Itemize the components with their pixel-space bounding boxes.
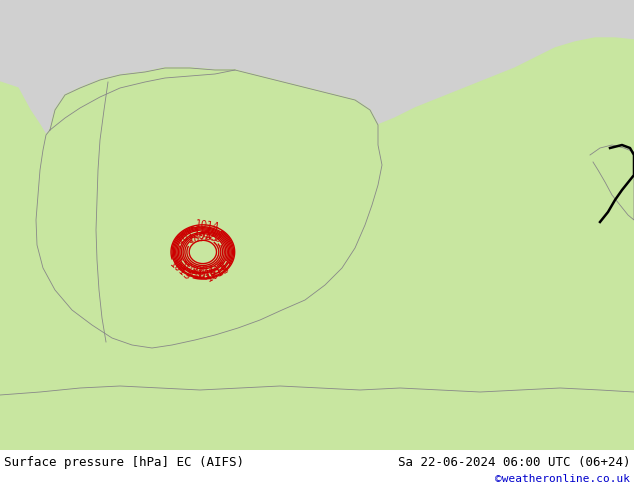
Text: 1014: 1014: [195, 220, 221, 233]
Text: 1019: 1019: [176, 224, 202, 245]
Text: Sa 22-06-2024 06:00 UTC (06+24): Sa 22-06-2024 06:00 UTC (06+24): [398, 456, 630, 469]
Polygon shape: [590, 145, 634, 220]
Text: 1021: 1021: [191, 265, 216, 275]
Text: 1018: 1018: [203, 261, 230, 281]
Circle shape: [410, 280, 420, 290]
Text: 1024: 1024: [187, 232, 213, 245]
Text: 1013: 1013: [168, 259, 193, 283]
Text: 1023: 1023: [193, 230, 219, 244]
Text: 1015: 1015: [205, 263, 231, 284]
Text: Surface pressure [hPa] EC (AIFS): Surface pressure [hPa] EC (AIFS): [4, 456, 244, 469]
Text: 1016: 1016: [184, 269, 210, 283]
Polygon shape: [0, 38, 634, 450]
Text: 1017: 1017: [193, 269, 218, 281]
Text: 1022: 1022: [197, 227, 223, 245]
Polygon shape: [452, 290, 482, 308]
Polygon shape: [0, 386, 634, 450]
Text: ©weatheronline.co.uk: ©weatheronline.co.uk: [495, 474, 630, 485]
Text: 1020: 1020: [179, 260, 206, 279]
Polygon shape: [36, 68, 382, 348]
